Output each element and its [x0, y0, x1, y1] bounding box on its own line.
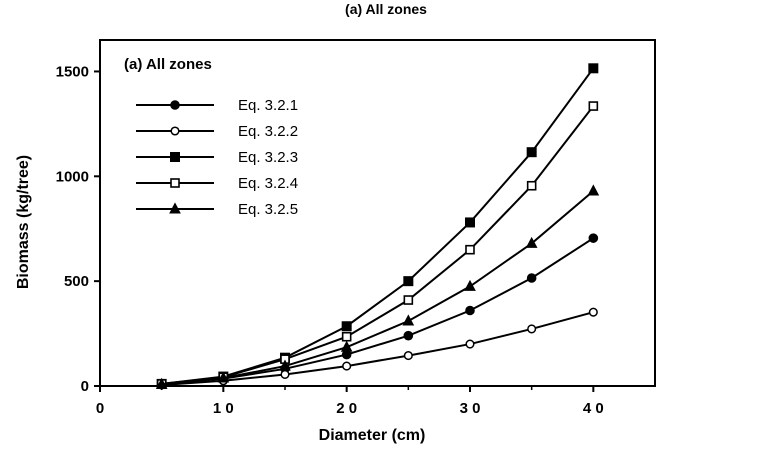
data-point: [525, 236, 538, 248]
y-axis-label: Biomass (kg/tree): [15, 155, 32, 289]
data-point: [403, 330, 414, 341]
x-tick-label: 3 0: [460, 400, 481, 417]
data-point: [280, 369, 290, 380]
data-point: [217, 371, 230, 383]
legend-marker: [169, 202, 181, 214]
y-axis-ticks: 0 500 1000 1500: [56, 63, 100, 395]
series-1: [156, 233, 599, 390]
x-tick-label: 0: [96, 400, 104, 417]
series-line: [161, 105, 595, 385]
y-tick-label: 1500: [56, 63, 89, 80]
data-point: [342, 361, 352, 371]
data-point: [587, 184, 600, 196]
legend-label: Eq. 3.2.4: [238, 175, 298, 192]
legend-marker: [170, 126, 180, 136]
x-axis-ticks: 0 1 0 2 0 3 0 4 0: [96, 386, 604, 417]
legend-label: Eq. 3.2.1: [238, 97, 298, 114]
data-point: [341, 331, 352, 342]
x-tick-label: 1 0: [213, 400, 234, 417]
y-tick-label: 0: [81, 378, 89, 395]
legend-label: Eq. 3.2.3: [238, 149, 298, 166]
series-line: [161, 67, 595, 385]
x-axis-label: Diameter (cm): [319, 427, 426, 444]
data-point: [465, 217, 475, 228]
x-tick-label: 4 0: [583, 400, 604, 417]
data-point: [527, 324, 537, 334]
data-point: [465, 305, 475, 316]
legend-label: Eq. 3.2.2: [238, 123, 298, 140]
data-point: [588, 233, 599, 243]
plot-frame: [99, 39, 656, 387]
series-layer: [155, 63, 600, 390]
legend-marker: [170, 152, 180, 162]
y-tick-label: 500: [64, 273, 89, 290]
axes: [99, 39, 656, 387]
series-3: [156, 63, 599, 389]
data-point: [588, 101, 599, 111]
legend-item: Eq. 3.2.3: [136, 149, 298, 166]
series-line: [161, 311, 594, 386]
data-point: [588, 307, 598, 317]
series-line: [161, 190, 594, 386]
data-point: [403, 276, 414, 287]
legend-item: Eq. 3.2.1: [136, 97, 298, 114]
data-point: [588, 63, 599, 74]
chart-title: (a) All zones: [124, 56, 212, 73]
legend-item: Eq. 3.2.4: [136, 175, 298, 192]
data-point: [465, 339, 475, 349]
series-5: [155, 184, 600, 389]
data-point: [155, 377, 168, 389]
data-point: [526, 147, 537, 158]
legend-marker: [170, 100, 180, 110]
data-point: [340, 340, 353, 352]
data-point: [526, 180, 537, 191]
data-point: [465, 244, 475, 255]
data-point: [341, 321, 352, 332]
legend-label: Eq. 3.2.5: [238, 201, 298, 218]
series-line: [161, 237, 594, 386]
data-point: [402, 314, 415, 326]
legend-item: Eq. 3.2.2: [136, 123, 298, 140]
y-tick-label: 1000: [56, 168, 89, 185]
page-title: (a) All zones: [345, 1, 427, 17]
data-point: [464, 279, 476, 291]
data-point: [526, 273, 537, 283]
legend: Eq. 3.2.1 Eq. 3.2.2 Eq. 3.2.3 Eq. 3.2.4 Eq. …: [136, 97, 298, 218]
x-tick-label: 2 0: [336, 400, 357, 417]
legend-item: Eq. 3.2.5: [136, 201, 298, 218]
data-point: [403, 351, 413, 361]
data-point: [403, 295, 414, 305]
legend-marker: [170, 178, 180, 188]
data-point: [279, 359, 291, 371]
